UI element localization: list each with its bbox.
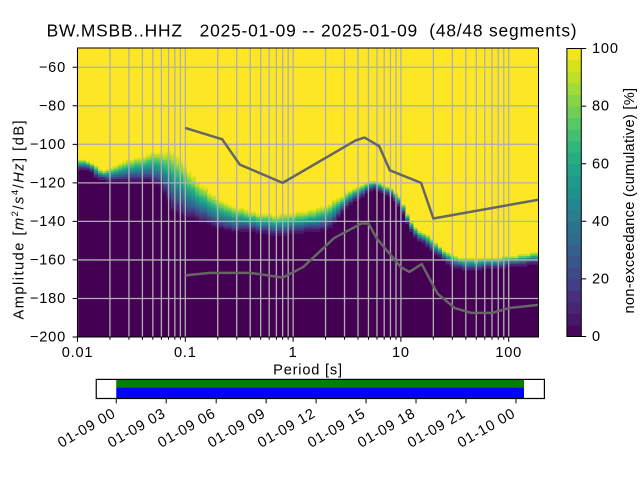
svg-text:100: 100 xyxy=(592,41,619,57)
svg-text:10: 10 xyxy=(392,345,410,361)
svg-text:non-exceedance (cumulative) [%: non-exceedance (cumulative) [%] xyxy=(622,88,638,314)
svg-text:−140: −140 xyxy=(30,214,66,230)
svg-text:40: 40 xyxy=(592,214,610,230)
svg-text:−200: −200 xyxy=(30,330,66,346)
svg-text:−80: −80 xyxy=(39,98,66,114)
svg-text:Amplitude [m2/s4/Hz] [dB]: Amplitude [m2/s4/Hz] [dB] xyxy=(10,119,28,320)
svg-text:20: 20 xyxy=(592,272,610,288)
svg-text:60: 60 xyxy=(592,156,610,172)
svg-text:−180: −180 xyxy=(30,291,66,307)
svg-text:−60: −60 xyxy=(39,60,66,76)
svg-text:100: 100 xyxy=(495,345,522,361)
svg-text:−160: −160 xyxy=(30,253,66,269)
svg-text:0.1: 0.1 xyxy=(174,345,197,361)
svg-text:80: 80 xyxy=(592,99,610,115)
svg-text:1: 1 xyxy=(289,345,298,361)
svg-text:BW.MSBB..HHZ 2025-01-09 -- 2: BW.MSBB..HHZ 2025-01-09 -- 2025-01-09 (4… xyxy=(47,20,578,40)
svg-text:0: 0 xyxy=(592,329,601,345)
svg-text:−100: −100 xyxy=(30,137,66,153)
svg-text:0.01: 0.01 xyxy=(62,345,94,361)
svg-text:Period [s]: Period [s] xyxy=(273,363,343,379)
svg-text:−120: −120 xyxy=(30,175,66,191)
